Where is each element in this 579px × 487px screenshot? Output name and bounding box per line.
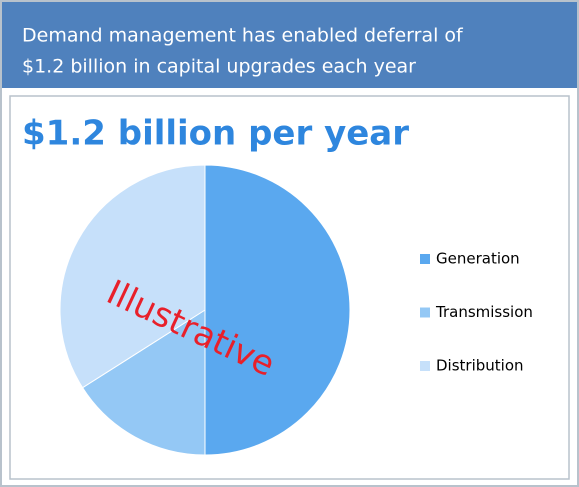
- legend-label: Distribution: [436, 357, 524, 375]
- legend-label: Generation: [436, 250, 520, 268]
- legend-swatch: [420, 307, 430, 318]
- legend-swatch: [420, 361, 430, 371]
- header-box: [2, 2, 577, 88]
- pie-slice: [81, 309, 206, 456]
- chart-title: $1.2 billion per year: [22, 114, 409, 154]
- pie-slice: [59, 164, 206, 389]
- header-line: Demand management has enabled deferral o…: [22, 25, 464, 47]
- legend-label: Transmission: [435, 303, 533, 321]
- legend-swatch: [420, 254, 430, 264]
- header-line: $1.2 billion in capital upgrades each ye…: [22, 56, 416, 78]
- body-frame: [9, 95, 570, 480]
- pie-slice: [204, 164, 351, 456]
